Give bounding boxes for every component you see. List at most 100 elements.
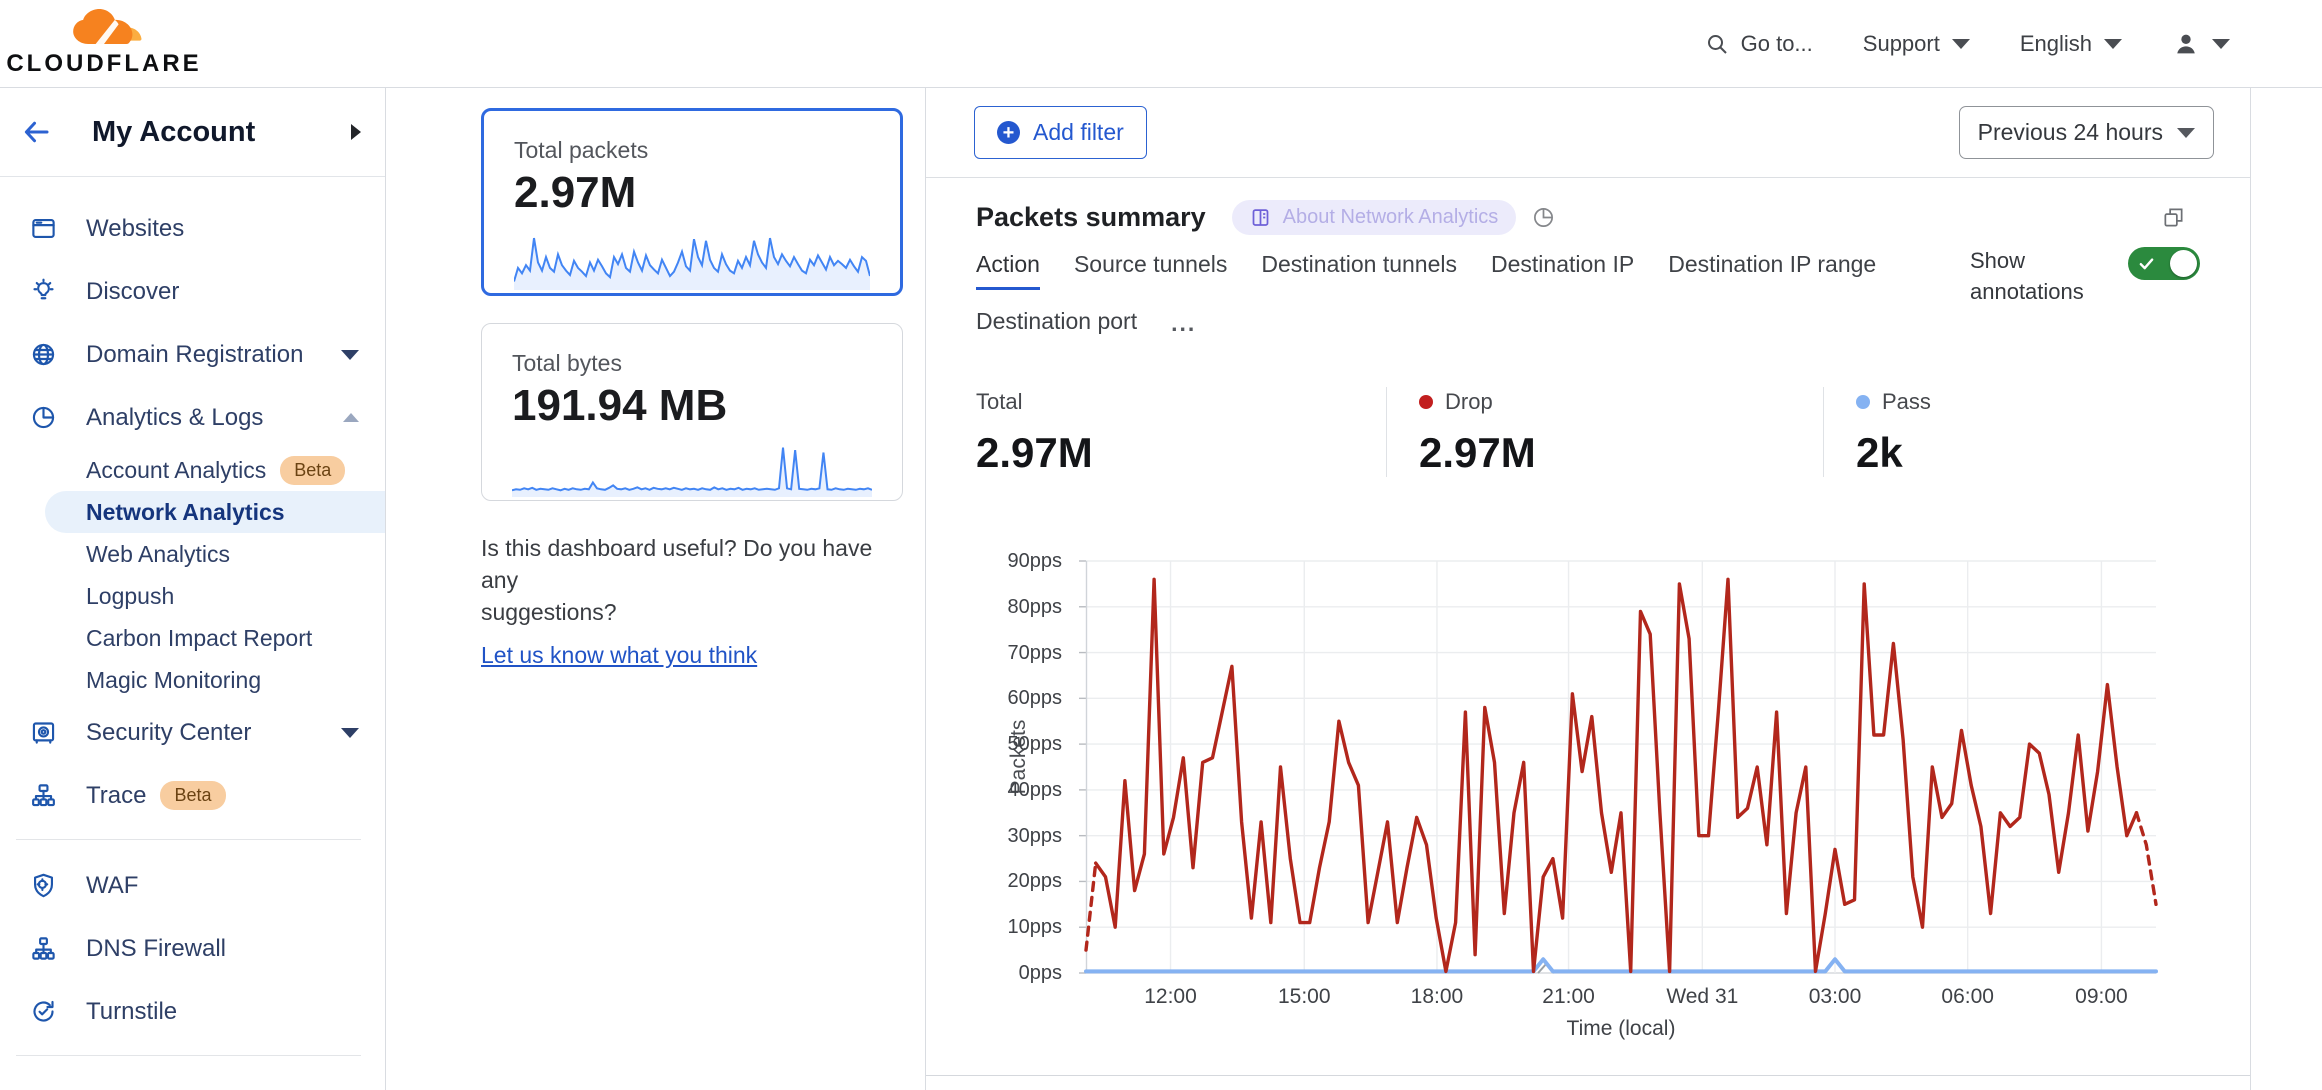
sidebar-item-turnstile[interactable]: Turnstile [0,980,385,1043]
chevron-up-icon [343,413,359,422]
sidebar-item-label: DNS Firewall [86,934,227,962]
total-packets-card[interactable]: Total packets 2.97M [481,108,903,296]
tab-source-tunnels[interactable]: Source tunnels [1073,251,1228,277]
pass-column: Pass 2k [1823,387,2153,477]
cloudflare-cloud-icon [73,9,142,44]
sidebar-item-network-analytics[interactable]: Network Analytics [45,491,385,533]
sidebar-item-waf[interactable]: WAF [0,854,385,917]
chart-type-icon[interactable] [1532,206,1555,229]
feedback-block: Is this dashboard useful? Do you have an… [481,532,911,671]
sidebar-item-logpush[interactable]: Logpush [0,575,385,617]
y-tick-label: 80pps [1007,595,1063,618]
sidebar-account-header[interactable]: My Account [0,88,385,177]
x-axis-title: Time (local) [1566,1017,1676,1040]
packets-summary-section: Packets summary About Network Analytics … [926,178,2250,1049]
sidebar-item-discover[interactable]: Discover [0,260,385,323]
back-arrow-icon[interactable] [22,117,52,147]
sidebar-item-dns-firewall[interactable]: DNS Firewall [0,917,385,980]
language-menu[interactable]: English [2020,31,2122,57]
x-tick-label: 12:00 [1144,985,1197,1008]
sidebar-item-label: Web Analytics [86,540,231,567]
sidebar-item-magic-monitoring[interactable]: Magic Monitoring [0,659,385,701]
tab-destination-port[interactable]: Destination port [976,308,1138,334]
total-packets-value: 2.97M [514,168,637,217]
tabs-more-button[interactable]: ... [1171,310,1197,336]
trace-icon [30,782,57,809]
total-bytes-sparkline [512,441,872,497]
top-nav: CLOUDFLARE Go to... Support English [0,0,2322,88]
chevron-down-icon [1951,38,1970,49]
show-annotations-toggle[interactable] [2128,247,2200,280]
drop-label: Drop [1445,389,1493,414]
y-tick-label: 10pps [1007,916,1063,939]
packets-summary-title: Packets summary [976,202,1206,232]
sidebar-item-label: Network Analytics [86,498,285,525]
feedback-link[interactable]: Let us know what you think [481,642,758,668]
tab-destination-tunnels[interactable]: Destination tunnels [1261,251,1457,277]
sidebar-item-websites[interactable]: Websites [0,197,385,260]
feedback-line2: suggestions? [481,599,617,625]
metric-cards-column: Total packets 2.97M Total bytes 191.94 M… [386,88,925,1090]
y-tick-label: 50pps [1007,733,1063,756]
filter-toolbar: + Add filter Previous 24 hours [926,88,2250,178]
goto-search[interactable]: Go to... [1705,31,1813,57]
time-range-dropdown[interactable]: Previous 24 hours [1958,106,2214,159]
beta-badge: Beta [280,455,346,485]
y-tick-label: 40pps [1007,778,1063,801]
pass-legend-dot [1856,395,1870,409]
sidebar-divider [16,839,361,840]
drop-column: Drop 2.97M [1386,387,1823,477]
toggle-knob [2170,250,2197,277]
packets-chart: Packets Time (local) 0pps 10pps 20pps 30pps… [976,549,2200,1049]
tab-action[interactable]: Action [976,251,1040,290]
cloudflare-logo[interactable]: CLOUDFLARE [6,9,199,78]
sidebar-item-web-analytics[interactable]: Web Analytics [0,533,385,575]
sidebar-item-domain-registration[interactable]: Domain Registration [0,323,385,386]
sidebar-item-carbon-impact-report[interactable]: Carbon Impact Report [0,617,385,659]
sidebar-item-item[interactable] [0,1070,385,1090]
x-tick-label: 09:00 [2075,985,2128,1008]
total-bytes-card[interactable]: Total bytes 191.94 MB [481,323,903,501]
y-tick-label: 70pps [1007,641,1063,664]
add-filter-button[interactable]: + Add filter [974,106,1147,159]
add-filter-label: Add filter [1033,119,1124,145]
account-title: My Account [92,115,256,148]
about-network-analytics-pill[interactable]: About Network Analytics [1231,200,1517,235]
sidebar-item-label: Domain Registration [86,340,304,368]
packets-chart-plot [1079,560,2158,974]
summary-totals: Total 2.97M Drop 2.97M Pass 2k [976,387,2200,477]
sidebar-item-analytics-logs[interactable]: Analytics & Logs [0,386,385,449]
sidebar-item-trace[interactable]: Trace Beta [0,764,385,827]
chevron-down-icon [2104,38,2122,49]
search-icon [1707,34,1727,54]
sidebar-item-account-analytics[interactable]: Account Analytics Beta [0,449,385,491]
section-divider [926,1075,2250,1076]
y-tick-label: 20pps [1007,870,1063,893]
user-icon [2177,34,2195,53]
chevron-right-icon[interactable] [351,124,361,140]
x-tick-label: Wed 31 [1666,985,1739,1008]
sidebar-item-label: Turnstile [86,997,178,1025]
account-menu[interactable] [2172,30,2230,58]
tab-destination-ip-range[interactable]: Destination IP range [1668,251,1877,277]
drop-legend-dot [1419,395,1433,409]
expand-panel-icon[interactable] [2162,206,2185,229]
pass-label: Pass [1882,389,1931,414]
total-bytes-value: 191.94 MB [512,381,728,430]
sidebar-item-security-center[interactable]: Security Center [0,701,385,764]
sidebar-item-label: Analytics & Logs [86,403,264,431]
sidebar-item-label: Account Analytics [86,456,267,483]
top-nav-links: Go to... Support English [1705,30,2230,58]
chevron-down-icon [341,349,359,360]
turnstile-icon [30,998,57,1025]
drop-value: 2.97M [1419,429,1536,476]
goto-label: Go to... [1740,30,1813,56]
cloudflare-wordmark: CLOUDFLARE [6,50,202,77]
bulb-icon [30,278,57,305]
sidebar-item-label: Discover [86,277,180,305]
plus-icon: + [997,121,1020,144]
support-menu[interactable]: Support [1863,31,1970,57]
packets-summary-header: Packets summary About Network Analytics [976,200,2200,235]
tab-destination-ip[interactable]: Destination IP [1491,251,1635,277]
globe-icon [30,341,57,368]
